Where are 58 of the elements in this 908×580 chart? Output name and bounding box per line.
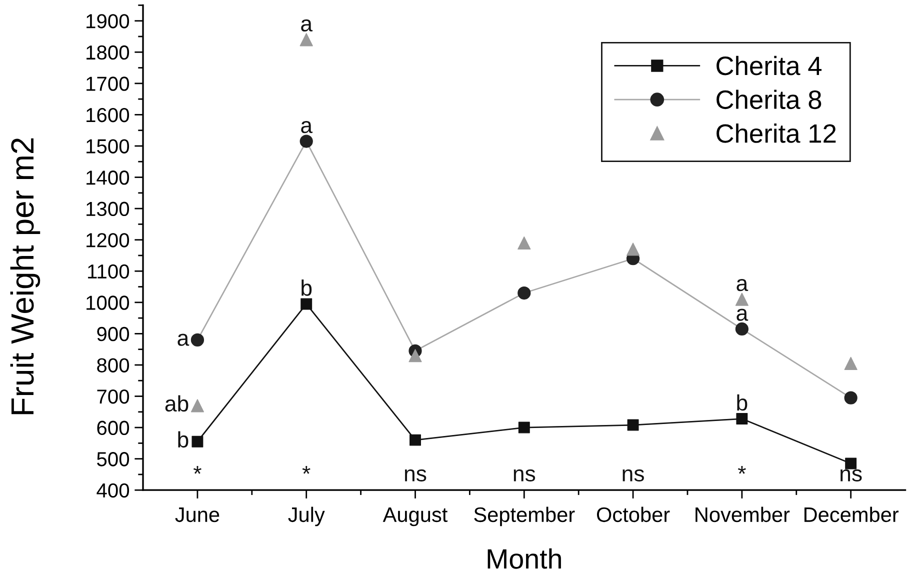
annotation: a [301,19,313,32]
point [627,419,639,431]
y-tick-label: 700 [97,389,130,404]
y-tick-label: 1100 [88,264,130,279]
x-axis-title: Month [488,548,561,569]
point [736,413,748,425]
y-tick-label: 600 [97,420,130,436]
y-tick-label: 1800 [86,45,130,60]
x-tick-label: June [175,508,220,522]
y-tick-label: 1900 [86,14,130,28]
annotation: * [302,466,310,474]
y-tick-label: 1300 [86,202,130,216]
point [300,33,313,46]
point [735,292,748,306]
x-tick-label: December [804,506,899,522]
y-tick-label: 800 [97,358,130,372]
annotation: b [178,431,188,448]
annotation: ns [404,469,426,482]
x-tick-label: August [382,508,448,526]
y-tick-label: 400 [96,483,130,498]
point [518,236,531,250]
annotation: ab [165,395,188,412]
point [845,458,857,470]
annotation: b [737,394,748,411]
annotation: a [178,334,190,346]
annotation: * [738,466,746,474]
y-tick-label: 1600 [86,108,130,122]
y-tick-label: 900 [97,326,130,342]
annotation: b [302,280,312,296]
point [844,356,858,370]
annotation: ns [622,469,644,482]
point [410,434,421,446]
y-tick-label: 1400 [86,170,130,185]
x-tick-label: July [288,506,325,526]
y-tick-label: 1700 [86,76,130,91]
y-tick-label: 1500 [86,139,130,154]
x-tick-label: October [596,506,670,522]
y-tick-label: 1200 [86,233,130,248]
x-tick-label: November [696,506,790,522]
annotation: a [736,278,748,292]
y-tick-label: 500 [97,452,130,466]
annotation: * [193,466,202,474]
legend-label: Cherita 12 [716,124,836,143]
y-tick-label: 1000 [86,296,130,310]
point [408,349,422,362]
annotation: a [736,308,748,321]
point [626,242,640,256]
point [190,399,204,412]
legend-label: Cherita 4 [716,56,822,76]
point [192,436,204,448]
legend-label: Cherita 8 [716,90,822,110]
x-tick-label: September [474,506,575,526]
annotation: a [301,121,313,134]
annotation: ns [840,469,862,482]
point [300,298,312,310]
point [518,422,530,434]
y-axis-title: Fruit Weight per m2 [10,138,40,414]
annotation: ns [514,469,536,482]
